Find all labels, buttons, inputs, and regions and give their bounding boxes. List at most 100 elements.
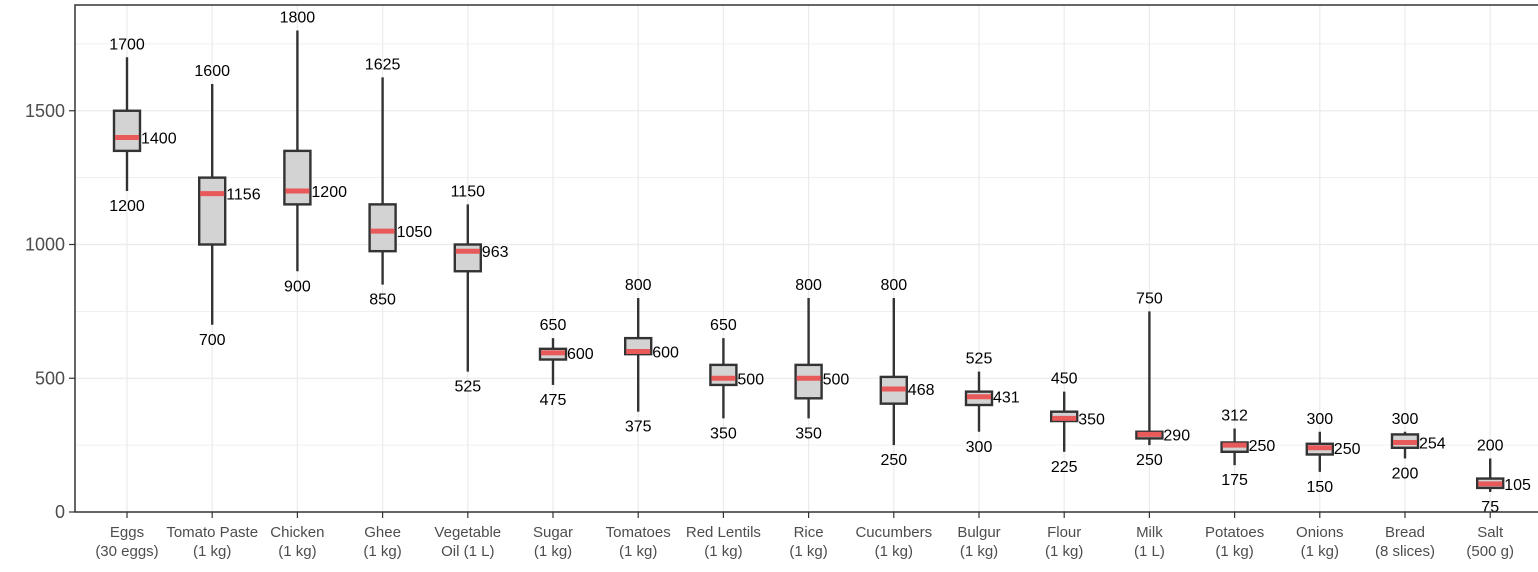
- min-label: 900: [284, 278, 311, 295]
- x-category-label: Eggs: [110, 524, 144, 541]
- x-category-label: Bulgur: [957, 524, 1000, 541]
- x-category-sublabel: (1 L): [1134, 543, 1165, 560]
- x-category-sublabel: (1 kg): [875, 543, 913, 560]
- x-category-label: Red Lentils: [686, 524, 761, 541]
- max-label: 750: [1136, 290, 1163, 307]
- median-label: 500: [823, 371, 850, 388]
- min-label: 475: [540, 392, 567, 409]
- median-label: 290: [1163, 427, 1190, 444]
- box-iqr: [368, 203, 397, 253]
- x-category-sublabel: (1 kg): [960, 543, 998, 560]
- median-label: 600: [567, 346, 594, 363]
- median-label: 500: [737, 371, 764, 388]
- median-label: 254: [1419, 435, 1446, 452]
- x-category-label: Onions: [1296, 524, 1344, 541]
- max-label: 650: [540, 317, 567, 334]
- max-label: 312: [1221, 408, 1248, 425]
- x-category-sublabel: (1 kg): [363, 543, 401, 560]
- median-label: 250: [1334, 441, 1361, 458]
- median-label: 1156: [226, 187, 261, 204]
- x-category-label: Chicken: [270, 524, 324, 541]
- min-label: 225: [1051, 459, 1078, 476]
- box-iqr: [197, 176, 227, 246]
- max-label: 450: [1051, 371, 1078, 388]
- median-label: 600: [652, 345, 679, 362]
- median-label: 1200: [311, 184, 347, 201]
- max-label: 525: [966, 351, 993, 368]
- x-category-label: Potatoes: [1205, 524, 1264, 541]
- min-label: 700: [199, 332, 226, 349]
- max-label: 650: [710, 317, 737, 334]
- x-category-label: Rice: [794, 524, 824, 541]
- max-label: 1150: [451, 183, 486, 200]
- x-category-sublabel: (1 kg): [278, 543, 316, 560]
- x-category-label: Cucumbers: [855, 524, 932, 541]
- x-category-sublabel: (1 kg): [789, 543, 827, 560]
- max-label: 300: [1306, 411, 1333, 428]
- box-iqr: [709, 363, 738, 387]
- x-category-sublabel: (1 kg): [619, 543, 657, 560]
- x-category-label: Milk: [1136, 524, 1163, 541]
- y-tick-label: 500: [35, 368, 65, 388]
- x-category-label: Salt: [1477, 524, 1504, 541]
- y-tick-label: 1000: [25, 235, 65, 255]
- median-label: 431: [993, 390, 1020, 407]
- y-tick-label: 0: [55, 502, 65, 522]
- x-category-label: Ghee: [364, 524, 401, 541]
- median-label: 105: [1504, 477, 1531, 494]
- x-category-sublabel: (1 kg): [1045, 543, 1083, 560]
- median-label: 468: [908, 382, 935, 399]
- max-label: 200: [1477, 438, 1504, 455]
- min-label: 300: [966, 439, 993, 456]
- min-label: 250: [880, 452, 907, 469]
- min-label: 250: [1136, 452, 1163, 469]
- max-label: 800: [795, 277, 822, 294]
- x-category-sublabel: (1 kg): [1301, 543, 1339, 560]
- box-iqr: [112, 109, 142, 153]
- x-category-sublabel: (1 kg): [193, 543, 231, 560]
- value-labels: 1700 1200 1400 1600 700 1156 1800 900 1200 1625 85…: [109, 10, 1531, 516]
- median-label: 963: [482, 244, 509, 261]
- x-axis-category-labels: Eggs (30 eggs) Tomato Paste (1 kg) Chicken (1…: [95, 512, 1514, 560]
- x-category-sublabel: (1 kg): [1215, 543, 1253, 560]
- x-category-sublabel: Oil (1 L): [441, 543, 494, 560]
- median-label: 1050: [397, 224, 433, 241]
- x-category-sublabel: (30 eggs): [95, 543, 158, 560]
- median-label: 1400: [141, 131, 177, 148]
- max-label: 1800: [280, 10, 316, 27]
- min-label: 175: [1221, 472, 1248, 489]
- plot-panel-border: [74, 4, 1538, 513]
- min-label: 850: [369, 292, 396, 309]
- min-label: 525: [454, 379, 481, 396]
- min-label: 375: [625, 419, 652, 436]
- x-category-sublabel: (500 g): [1466, 543, 1514, 560]
- x-category-label: Flour: [1047, 524, 1081, 541]
- min-label: 350: [710, 425, 737, 442]
- x-category-sublabel: (1 kg): [704, 543, 742, 560]
- box-iqr: [453, 243, 482, 273]
- box-iqr: [794, 363, 823, 400]
- min-label: 1200: [109, 198, 145, 215]
- box-iqr: [283, 149, 312, 206]
- boxes: [112, 30, 1505, 492]
- min-label: 150: [1306, 479, 1333, 496]
- x-category-label: Tomatoes: [606, 524, 671, 541]
- grid-lines: [75, 5, 1538, 512]
- max-label: 800: [880, 277, 907, 294]
- x-category-label: Vegetable: [434, 524, 501, 541]
- median-label: 250: [1249, 438, 1276, 455]
- min-label: 200: [1392, 466, 1419, 483]
- max-label: 1625: [365, 56, 401, 73]
- max-label: 1700: [109, 36, 145, 53]
- y-axis-ticks: 0 500 1000 1500: [25, 101, 75, 522]
- x-category-label: Sugar: [533, 524, 573, 541]
- median-label: 350: [1078, 411, 1105, 428]
- max-label: 1600: [194, 63, 230, 80]
- min-label: 350: [795, 425, 822, 442]
- max-label: 800: [625, 277, 652, 294]
- max-label: 300: [1392, 411, 1419, 428]
- x-category-label: Bread: [1385, 524, 1425, 541]
- x-category-sublabel: (8 slices): [1375, 543, 1435, 560]
- y-tick-label: 1500: [25, 101, 65, 121]
